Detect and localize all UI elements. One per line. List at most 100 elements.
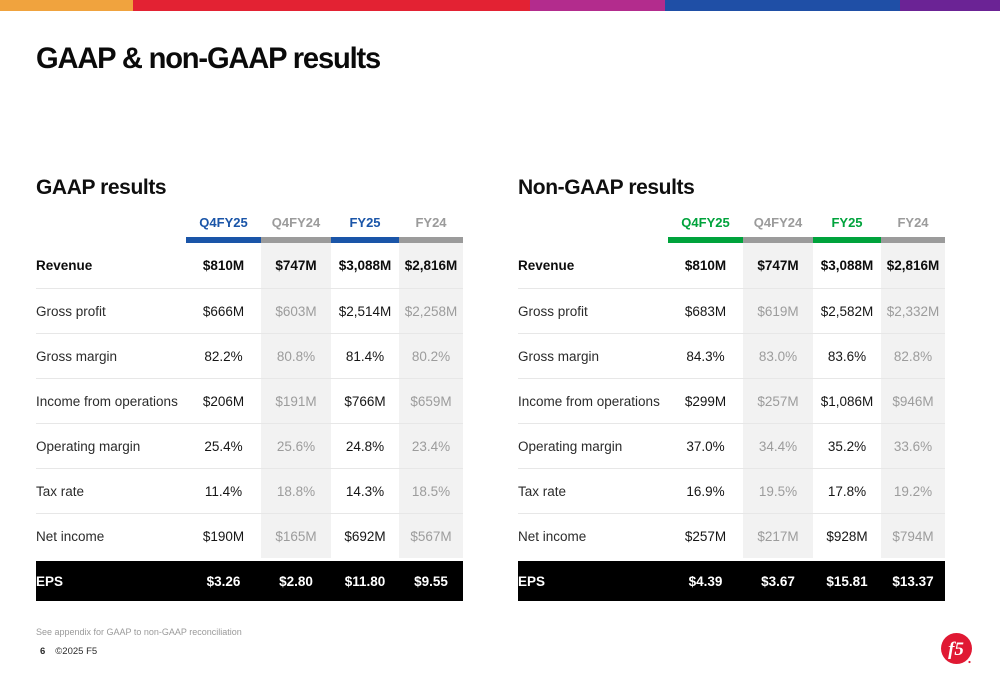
brand-bar-segment-magenta — [530, 0, 665, 11]
page-footer: 6 ©2025 F5 — [40, 646, 97, 657]
cell-value: $692M — [344, 528, 386, 544]
eps-label: EPS — [518, 573, 546, 589]
eps-value: $11.80 — [344, 573, 386, 589]
cell-value: $257M — [684, 528, 727, 544]
cell-value: $810M — [202, 258, 245, 273]
cell-value: 19.5% — [743, 469, 813, 513]
column-underline — [668, 237, 743, 243]
row-label: Income from operations — [36, 393, 178, 409]
cell-value: $2,514M — [338, 303, 392, 319]
column-underline-row — [518, 237, 945, 243]
cell-value: 19.2% — [881, 469, 945, 513]
table-row: Gross profit $683M $619M $2,582M $2,332M — [518, 288, 945, 333]
column-header-row: Q4FY25 Q4FY24 FY25 FY24 — [518, 202, 945, 237]
column-header-q4fy25: Q4FY25 — [681, 215, 730, 230]
table-title: Non-GAAP results — [518, 176, 695, 199]
eps-row: EPS $3.26 $2.80 $11.80 $9.55 — [36, 561, 463, 601]
brand-bar-segment-purple — [900, 0, 1000, 11]
cell-value: $2,816M — [399, 243, 463, 288]
cell-value: 33.6% — [881, 424, 945, 468]
column-underline — [743, 237, 813, 243]
cell-value: 35.2% — [827, 438, 867, 454]
table-row: Operating margin 37.0% 34.4% 35.2% 33.6% — [518, 423, 945, 468]
cell-value: $567M — [399, 514, 463, 558]
column-underline — [186, 237, 261, 243]
row-label: Gross margin — [518, 348, 600, 364]
brand-bar-segment-blue — [665, 0, 900, 11]
cell-value: 34.4% — [743, 424, 813, 468]
column-underline — [261, 237, 331, 243]
cell-value: $2,582M — [820, 303, 874, 319]
column-header-fy25: FY25 — [831, 215, 863, 230]
row-label: Gross profit — [36, 303, 106, 319]
cell-value: 80.2% — [399, 334, 463, 378]
cell-value: 11.4% — [204, 483, 243, 499]
cell-value: $257M — [743, 379, 813, 423]
row-label: Tax rate — [36, 483, 85, 499]
table-body: Q4FY25 Q4FY24 FY25 FY24 Revenue $810M $747M $3,… — [518, 202, 945, 601]
eps-value: $9.55 — [414, 573, 448, 589]
eps-value: $15.81 — [826, 573, 868, 589]
cell-value: $3,088M — [820, 258, 874, 273]
row-label: Revenue — [518, 258, 575, 273]
f5-logo-text: f5 — [948, 639, 964, 660]
cell-value: $191M — [261, 379, 331, 423]
cell-value: $810M — [684, 258, 727, 273]
column-underline-row — [36, 237, 463, 243]
cell-value: $217M — [743, 514, 813, 558]
cell-value: 83.0% — [743, 334, 813, 378]
column-header-fy24: FY24 — [897, 215, 929, 230]
copyright: ©2025 F5 — [55, 646, 98, 657]
column-header-fy24: FY24 — [415, 215, 447, 230]
eps-label: EPS — [36, 573, 64, 589]
eps-value: $4.39 — [688, 573, 723, 589]
row-label: Net income — [518, 528, 587, 544]
cell-value: 80.8% — [261, 334, 331, 378]
cell-value: $206M — [202, 393, 245, 409]
cell-value: $747M — [261, 243, 331, 288]
table-row: Income from operations $206M $191M $766M $65… — [36, 378, 463, 423]
cell-value: $619M — [743, 289, 813, 333]
cell-value: 18.8% — [261, 469, 331, 513]
brand-bar-segment-orange — [0, 0, 133, 11]
cell-value: $299M — [684, 393, 727, 409]
row-label: Net income — [36, 528, 105, 544]
cell-value: 83.6% — [827, 348, 867, 364]
row-label: Operating margin — [518, 438, 623, 454]
cell-value: 14.3% — [345, 483, 385, 499]
cell-value: 37.0% — [686, 438, 725, 454]
non-gaap-results-table: Non-GAAP results Q4FY25 Q4FY24 FY25 FY24 Rev… — [518, 176, 945, 601]
cell-value: 18.5% — [399, 469, 463, 513]
cell-value: $2,258M — [399, 289, 463, 333]
cell-value: $747M — [743, 243, 813, 288]
cell-value: $165M — [261, 514, 331, 558]
column-underline — [331, 237, 399, 243]
f5-logo: f5 — [941, 633, 972, 664]
f5-logo-trademark-dot — [968, 660, 971, 664]
brand-bar-segment-red — [133, 0, 530, 11]
cell-value: 82.2% — [204, 348, 243, 364]
cell-value: $683M — [684, 303, 727, 319]
column-header-q4fy24: Q4FY24 — [271, 215, 321, 230]
table-row: Gross profit $666M $603M $2,514M $2,258M — [36, 288, 463, 333]
cell-value: $946M — [881, 379, 945, 423]
cell-value: $2,332M — [881, 289, 945, 333]
row-label: Gross margin — [36, 348, 118, 364]
column-header-row: Q4FY25 Q4FY24 FY25 FY24 — [36, 202, 463, 237]
table-row: Tax rate 11.4% 18.8% 14.3% 18.5% — [36, 468, 463, 513]
table-row: Income from operations $299M $257M $1,086M $… — [518, 378, 945, 423]
brand-color-bar — [0, 0, 1000, 11]
table-body: Q4FY25 Q4FY24 FY25 FY24 Revenue $810M $747M $3,… — [36, 202, 463, 601]
page-number: 6 — [40, 646, 46, 657]
footnote: See appendix for GAAP to non-GAAP reconc… — [36, 627, 242, 637]
cell-value: $1,086M — [820, 393, 874, 409]
cell-value: $603M — [261, 289, 331, 333]
column-header-q4fy24: Q4FY24 — [753, 215, 803, 230]
page-title: GAAP & non-GAAP results — [36, 42, 381, 75]
column-underline — [813, 237, 881, 243]
cell-value: 84.3% — [686, 348, 725, 364]
table-row: Revenue $810M $747M $3,088M $2,816M — [518, 243, 945, 288]
column-underline — [399, 237, 463, 243]
row-label: Operating margin — [36, 438, 141, 454]
